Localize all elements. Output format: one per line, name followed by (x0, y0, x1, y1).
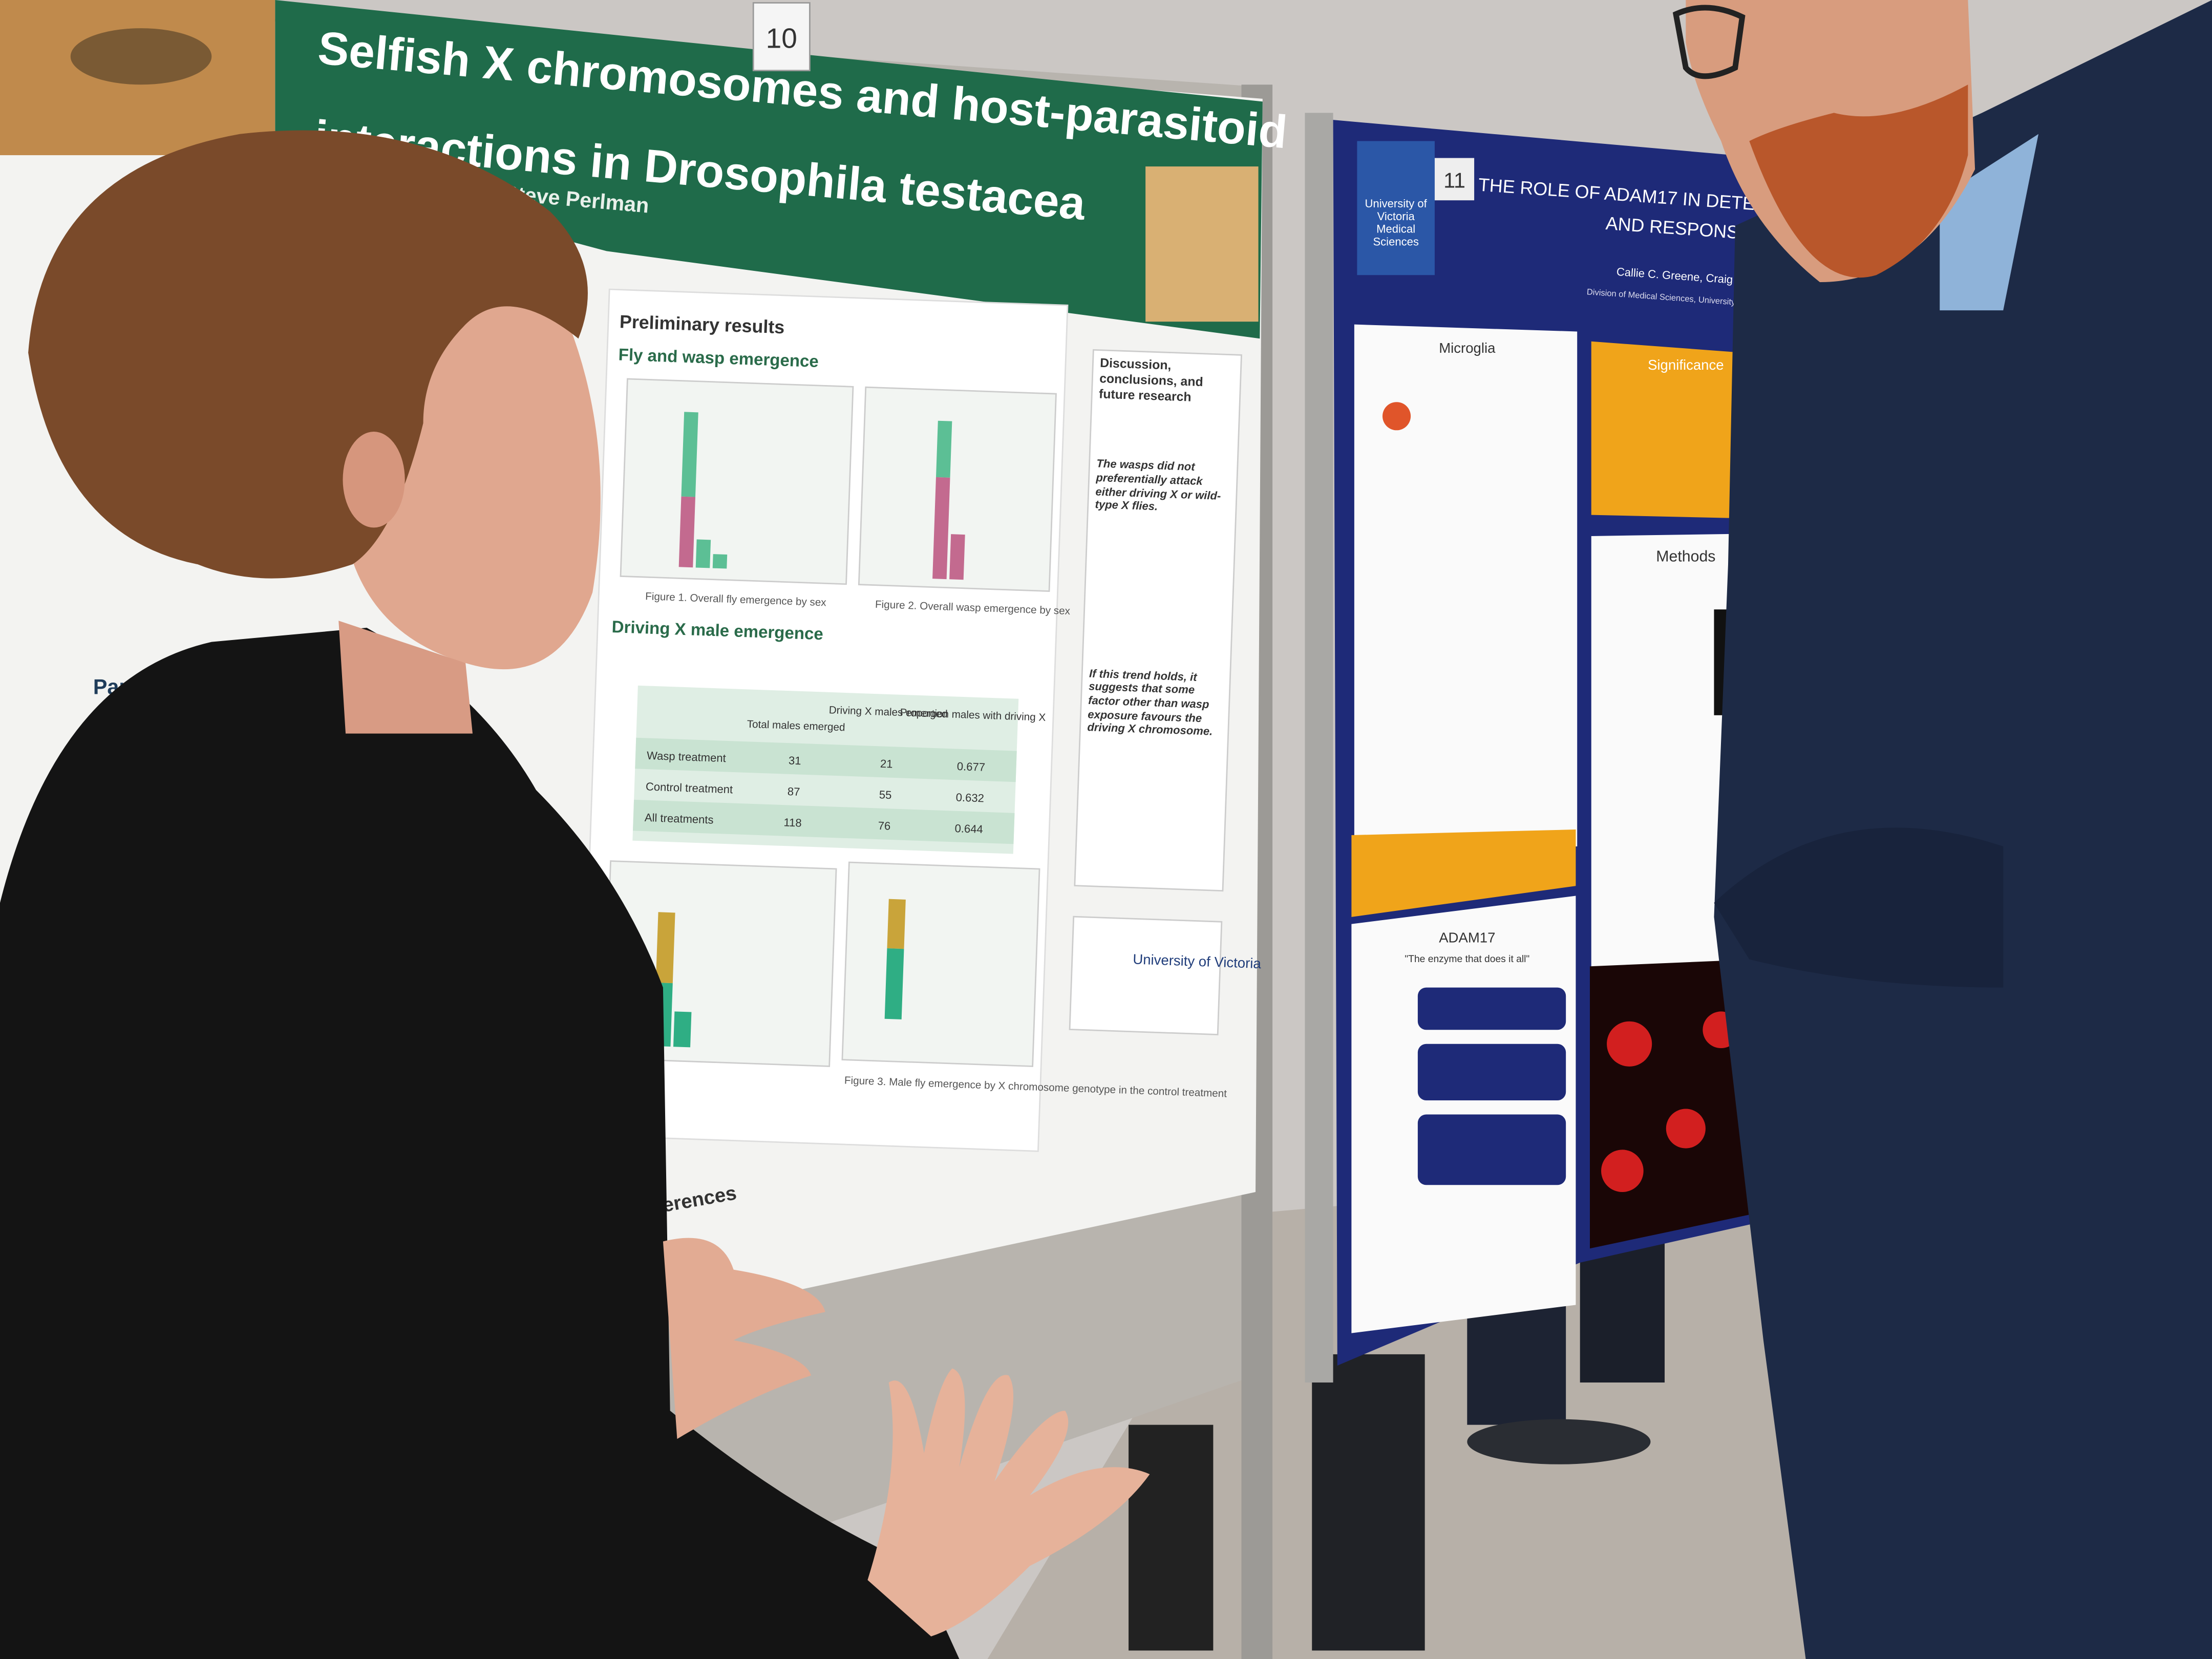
table-cell: Control treatment (646, 780, 733, 796)
histogram-bar (712, 554, 728, 569)
uvic-logo (1357, 141, 1435, 275)
logo-label: University of Victoria Medical Sciences (1365, 197, 1427, 248)
board-stand (1305, 113, 1333, 1382)
discussion-panel (1074, 349, 1242, 892)
shoe (1467, 1419, 1651, 1464)
stroke-image-cell (1666, 1109, 1706, 1148)
table-cell: 118 (783, 816, 802, 829)
histogram-bar (949, 534, 965, 580)
histogram-bar (678, 496, 695, 568)
discussion-point: The wasps did not preferentially attack … (1095, 458, 1221, 514)
table-cell: 31 (789, 754, 801, 767)
panel-heading: ADAM17 (1439, 929, 1495, 945)
poster-number-card (752, 2, 811, 72)
discussion-point: If this trend holds, it suggests that so… (1087, 667, 1213, 738)
histogram-bar (681, 412, 698, 497)
panel-subheading: "The enzyme that does it all" (1405, 954, 1529, 965)
histogram-bar (887, 899, 906, 949)
table-row-band (632, 799, 1015, 844)
table-cell: Wasp treatment (647, 749, 726, 764)
poster-header (275, 0, 1263, 339)
man-glasses (1672, 5, 1746, 79)
discussion-body: Discussion, conclusions, and future rese… (1087, 356, 1236, 739)
woman-jacket (0, 628, 960, 1659)
table-cell: 21 (880, 757, 893, 771)
info-bubble (1417, 1114, 1566, 1185)
stroke-image-cell (1601, 1150, 1644, 1193)
man-beard (1749, 84, 1968, 278)
figure-box (858, 386, 1057, 592)
woman-hand (867, 1368, 1150, 1636)
histogram-bar (695, 539, 711, 568)
table-cell: 55 (879, 788, 891, 801)
man-sweater (1714, 0, 2212, 1659)
wasp-photo (1145, 166, 1259, 322)
woman-hand (663, 1238, 825, 1439)
background-legs (1129, 1424, 1214, 1651)
stroke-image-cell (1607, 1021, 1652, 1067)
info-bubble (1417, 1044, 1566, 1100)
panel-heading: Microglia (1439, 340, 1496, 356)
woman-ear (343, 432, 405, 528)
histogram-bar (884, 948, 904, 1019)
histogram-bar (935, 420, 952, 478)
logo-box (1069, 916, 1223, 1035)
background-legs (1312, 1354, 1425, 1651)
table-cell: 0.632 (955, 791, 984, 805)
table-cell: 87 (787, 785, 800, 798)
microglia-panel (1354, 324, 1578, 854)
histogram-bar (932, 477, 950, 580)
table-cell: 0.644 (954, 822, 983, 836)
poster-number-card (1434, 158, 1475, 201)
table-cell: 0.677 (956, 760, 985, 774)
poster-number: 10 (766, 23, 797, 54)
table-row-band (635, 737, 1017, 782)
background-legs (1580, 1241, 1665, 1382)
discussion-heading: Discussion, conclusions, and future rese… (1098, 355, 1204, 404)
figure-box (620, 378, 854, 585)
uvic-logo-text: University of Victoria Medical Sciences (1365, 197, 1427, 248)
microglia-illustration (1382, 402, 1411, 431)
woman-hair (28, 130, 588, 579)
panel-heading: Significance (1648, 357, 1724, 373)
man-arm (1714, 827, 2004, 988)
fly-photo-subject (70, 28, 212, 85)
panel-heading: Methods (1656, 548, 1715, 565)
woman-neck (338, 621, 473, 734)
figure-box (841, 861, 1040, 1067)
histogram-bar (655, 912, 675, 984)
histogram-bar (673, 1011, 692, 1048)
hypothesis-box (1351, 830, 1576, 917)
info-bubble (1417, 987, 1566, 1030)
table-cell: 76 (878, 819, 890, 833)
discussion-text: Discussion, conclusions, and future rese… (1087, 356, 1236, 739)
poster-number: 11 (1443, 168, 1465, 192)
table-cell: All treatments (645, 811, 714, 826)
man-collar (1940, 134, 2039, 311)
